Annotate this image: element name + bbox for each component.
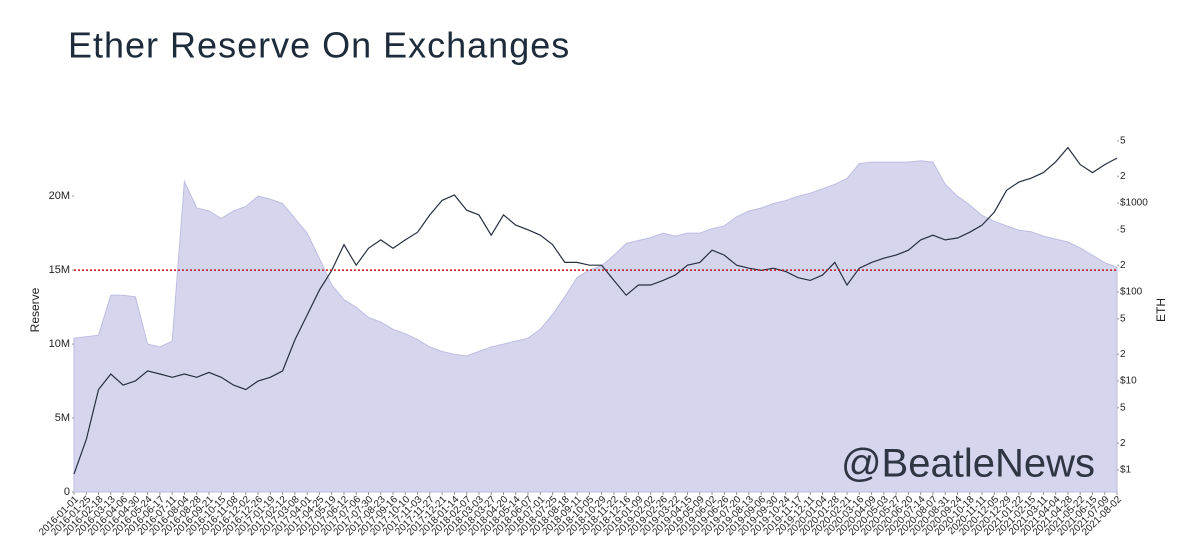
- price-line: [73, 146, 1118, 475]
- watermark: @BeatleNews: [841, 442, 1095, 486]
- y2-tick-label: $10: [1120, 376, 1137, 387]
- y2-tick-label: $1000: [1120, 198, 1148, 209]
- y-tick-label: 10M: [49, 338, 70, 350]
- y2-tick-label: 5: [1120, 135, 1126, 146]
- y2-tick-label: 2: [1120, 260, 1126, 271]
- y2-tick-label: 5: [1120, 224, 1126, 235]
- y-axis-label: Reserve: [28, 287, 42, 332]
- y2-tick-label: 2: [1120, 438, 1126, 449]
- y-tick-label: 5M: [55, 412, 70, 424]
- y-tick-label: 20M: [49, 190, 70, 202]
- y2-tick-label: 2: [1120, 349, 1126, 360]
- y2-axis-label: ETH: [1154, 298, 1168, 322]
- y2-tick-label: $100: [1120, 287, 1143, 298]
- y2-tick-label: 5: [1120, 402, 1126, 413]
- y-tick-label: 0: [64, 486, 70, 498]
- y-tick-label: 15M: [49, 264, 70, 276]
- y2-tick-label: $1: [1120, 465, 1132, 476]
- chart-title: Ether Reserve On Exchanges: [68, 25, 570, 66]
- y2-tick-label: 2: [1120, 171, 1126, 182]
- y2-tick-label: 5: [1120, 313, 1126, 324]
